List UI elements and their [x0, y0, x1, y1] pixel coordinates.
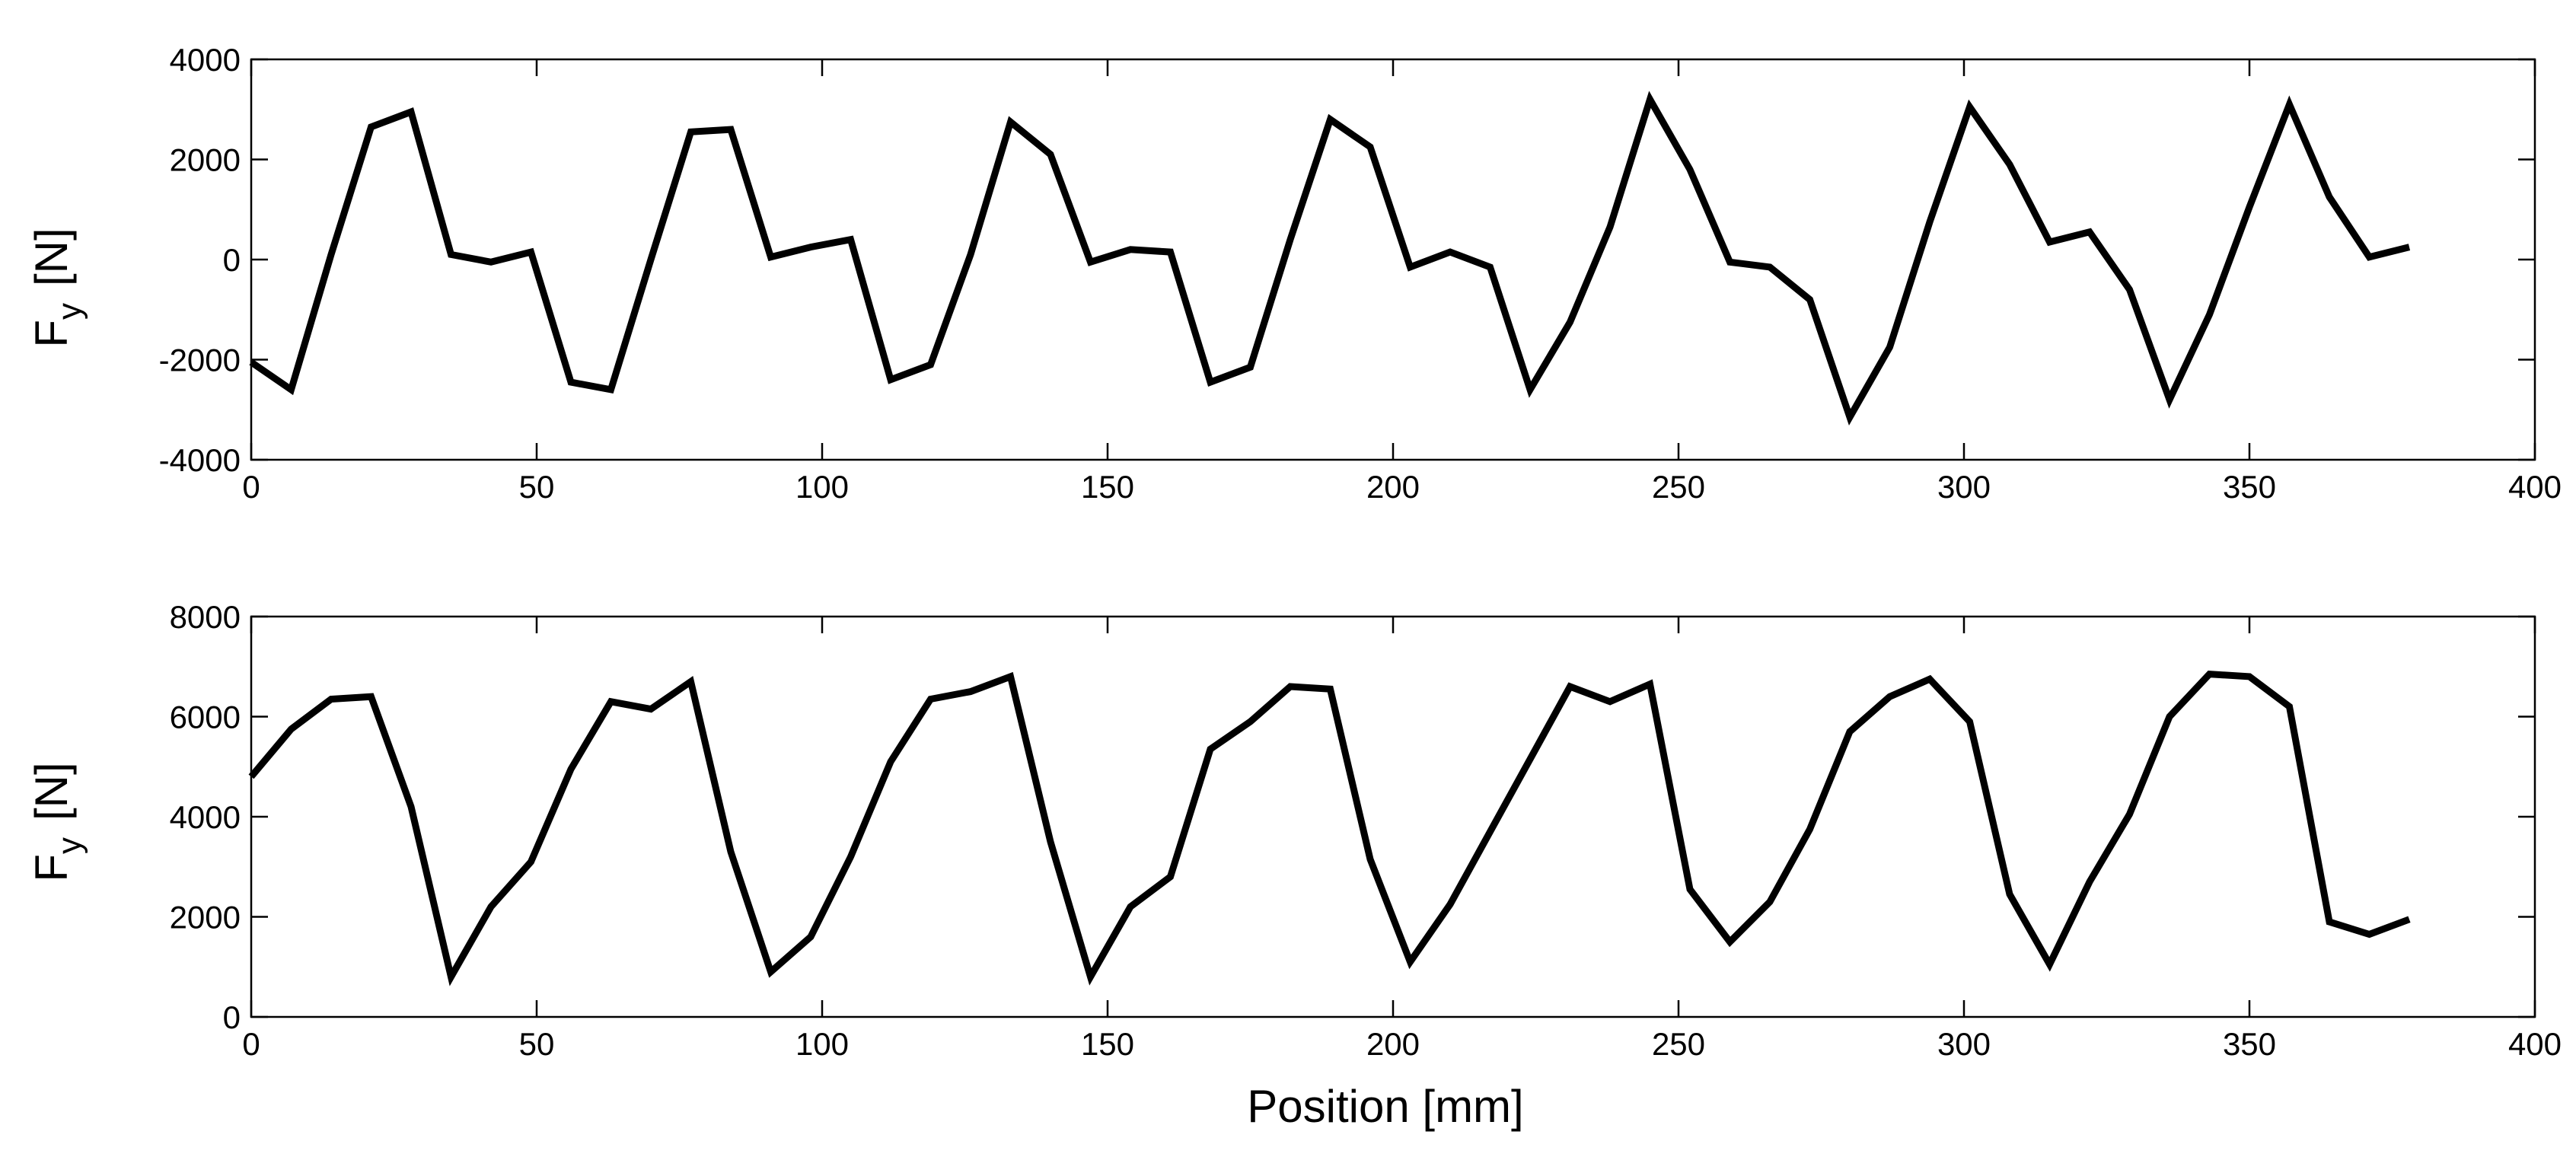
bottom-panel-y-tick-label-4000: 4000 [170, 799, 241, 835]
bottom-panel-x-tick-label-0: 0 [242, 1026, 260, 1062]
top-panel-x-tick-label-100: 100 [795, 469, 849, 505]
top-panel-tick-labels: 0 50 100 150 200 250 300 350 400 -4000 -2000 0 2000 4… [159, 42, 2562, 505]
bottom-panel-frame [250, 615, 2536, 1018]
top-panel: 0 50 100 150 200 250 300 350 400 -4000 -2000 0 2000 4… [26, 42, 2562, 505]
bottom-panel-x-tick-label-250: 250 [1652, 1026, 1705, 1062]
bottom-panel-tick-labels: 0 50 100 150 200 250 300 350 4000200040006000800… [170, 599, 2562, 1062]
top-panel-x-tick-label-150: 150 [1081, 469, 1134, 505]
top-panel-x-tick-label-350: 350 [2223, 469, 2276, 505]
top-panel-y-tick-label-2000: 2000 [170, 142, 241, 178]
top-panel-frame [250, 58, 2536, 461]
top-panel-y-tick-label-4000: 4000 [170, 42, 241, 78]
top-panel-y-tick-label--2000: -2000 [159, 343, 241, 378]
bottom-panel-y-tick-label-6000: 6000 [170, 700, 241, 735]
top-panel-x-tick-label-200: 200 [1366, 469, 1420, 505]
x-axis-label: Position [mm] [1247, 1081, 1523, 1132]
bottom-panel: 0 50 100 150 200 250 300 350 4000200040006000800… [26, 599, 2562, 1132]
top-panel-x-tick-label-50: 50 [519, 469, 555, 505]
top-panel-x-tick-label-0: 0 [242, 469, 260, 505]
bottom-panel-y-axis-label: Fy[N] [26, 762, 88, 881]
top-panel-y-axis-label: Fy[N] [26, 228, 88, 347]
bottom-panel-fy-line [248, 670, 2411, 986]
bottom-panel-x-tick-label-150: 150 [1081, 1026, 1134, 1062]
top-panel-fy-line [249, 91, 2411, 426]
bottom-panel-x-tick-label-350: 350 [2223, 1026, 2276, 1062]
top-panel-y-tick-label-0: 0 [223, 242, 241, 278]
bottom-panel-x-tick-label-400: 400 [2508, 1026, 2562, 1062]
top-panel-x-tick-label-250: 250 [1652, 469, 1705, 505]
top-panel-x-tick-label-400: 400 [2508, 469, 2562, 505]
bottom-panel-y-tick-label-2000: 2000 [170, 900, 241, 935]
bottom-panel-y-tick-label-8000: 8000 [170, 599, 241, 635]
bottom-panel-x-tick-label-300: 300 [1937, 1026, 1991, 1062]
bottom-panel-x-tick-label-200: 200 [1366, 1026, 1420, 1062]
bottom-panel-x-tick-label-100: 100 [795, 1026, 849, 1062]
top-panel-y-tick-label--4000: -4000 [159, 442, 241, 478]
bottom-panel-x-tick-label-50: 50 [519, 1026, 555, 1062]
bottom-panel-y-tick-label-0: 0 [223, 999, 241, 1035]
top-panel-x-tick-label-300: 300 [1937, 469, 1991, 505]
